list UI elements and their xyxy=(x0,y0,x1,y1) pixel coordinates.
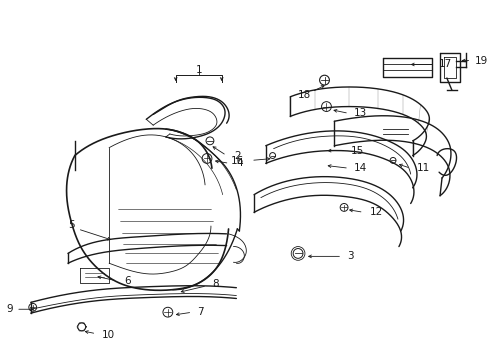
Text: 8: 8 xyxy=(211,279,218,289)
Text: 19: 19 xyxy=(473,55,487,66)
Text: 9: 9 xyxy=(6,304,13,314)
Text: 7: 7 xyxy=(197,307,203,317)
Text: 17: 17 xyxy=(438,59,451,69)
Text: 15: 15 xyxy=(350,146,364,156)
Text: 1: 1 xyxy=(196,65,202,75)
Text: 11: 11 xyxy=(416,163,429,173)
Text: 18: 18 xyxy=(298,90,311,100)
Text: 3: 3 xyxy=(346,251,353,261)
Text: 13: 13 xyxy=(353,108,366,118)
Text: 5: 5 xyxy=(68,220,75,230)
Text: 16: 16 xyxy=(230,156,244,166)
Text: 6: 6 xyxy=(123,276,130,286)
Text: 4: 4 xyxy=(236,158,243,168)
Text: 12: 12 xyxy=(369,207,382,217)
Text: 2: 2 xyxy=(234,150,241,161)
Text: 10: 10 xyxy=(102,330,115,340)
Text: 14: 14 xyxy=(353,163,366,173)
